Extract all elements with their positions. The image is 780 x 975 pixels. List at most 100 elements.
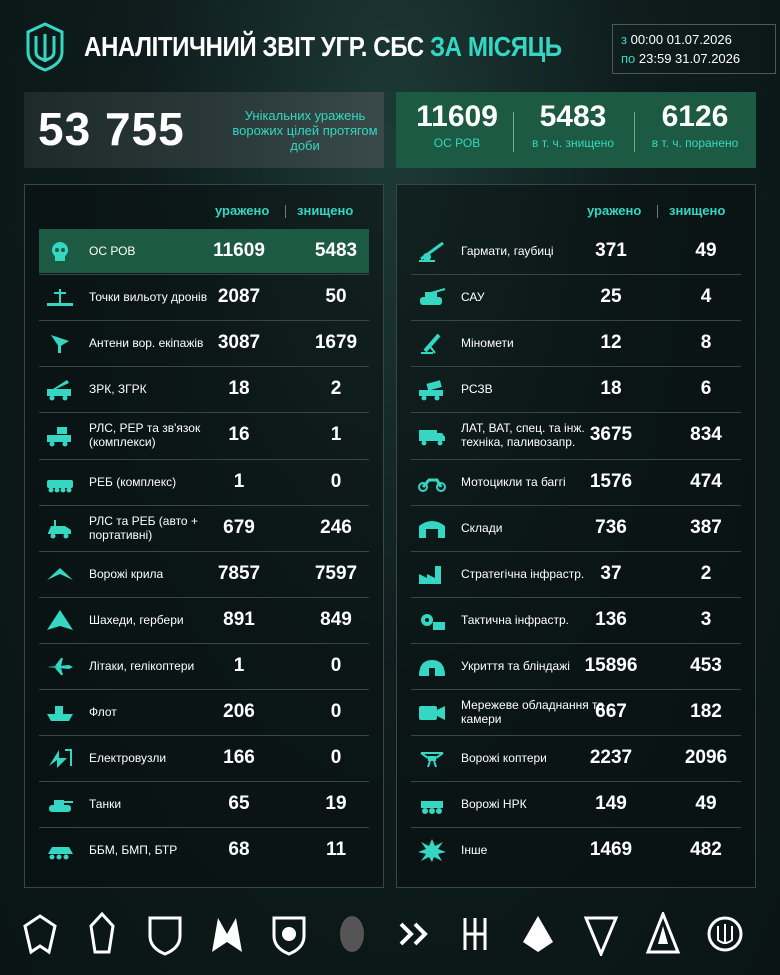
mortar-icon (421, 333, 441, 355)
motorcycle-icon (418, 478, 446, 492)
row-divider (411, 596, 741, 598)
table-row: Стратегічна інфрастр. 37 2 (411, 552, 741, 596)
unit-emblem-3-icon (148, 916, 182, 956)
os-total-cell: 11609 ОС РОВ (404, 100, 510, 150)
hit-value: 18 (600, 378, 622, 400)
title-accent: ЗА МІСЯЦЬ (429, 31, 562, 62)
destroyed-value: 5483 (314, 240, 358, 261)
column-header-divider (285, 205, 286, 218)
table-row: Мотоцикли та баггі 1576 474 (411, 460, 741, 504)
hit-value: 18 (228, 378, 250, 400)
row-divider (39, 735, 369, 737)
row-divider (411, 504, 741, 506)
hit-value: 679 (223, 516, 255, 538)
table-row: Гармати, гаубиці 371 49 (411, 229, 741, 273)
gear-infra-icon (421, 613, 445, 630)
period-from-label: з (621, 32, 627, 47)
destroyed-value: 0 (330, 470, 342, 492)
column-header-hit: уражено (587, 203, 642, 218)
destroyed-value: 11 (325, 839, 347, 861)
destroyed-value: 849 (320, 608, 352, 630)
row-divider (39, 781, 369, 783)
row-label: Шахеди, гербери (89, 612, 184, 627)
apc-icon (48, 847, 73, 860)
row-divider (411, 458, 741, 460)
unit-emblem-5-icon (272, 916, 306, 956)
hit-value: 371 (595, 240, 627, 261)
row-label: РЛС та РЕБ (авто + портативні) (89, 513, 198, 542)
table-row: Ворожі коптери 2237 2096 (411, 736, 741, 780)
row-label: Флот (89, 705, 117, 719)
hit-value: 166 (223, 747, 255, 769)
targets-table-right: уражено знищено Гармати, гаубиці 371 49 САУ… (396, 184, 756, 888)
row-label: Стратегічна інфрастр. (461, 566, 585, 581)
row-label: САУ (461, 290, 485, 305)
destroyed-value: 3 (700, 608, 712, 630)
destroyed-value: 19 (325, 793, 347, 815)
power-node-icon (49, 749, 72, 769)
hit-value: 149 (595, 793, 627, 815)
row-divider (39, 320, 369, 322)
unit-emblem-7-icon (399, 922, 428, 946)
row-label: Мережеве обладнання та камери (461, 698, 605, 726)
row-divider (39, 274, 369, 276)
unit-emblems-footer (0, 904, 780, 964)
quadcopter-icon (420, 752, 444, 768)
jet-icon (47, 657, 73, 675)
row-label: ЛАТ, ВАТ, спец. та інж. техніка, паливоз… (461, 421, 585, 450)
destroyed-value: 49 (695, 793, 717, 815)
row-divider (39, 689, 369, 690)
unit-emblem-11-icon (645, 912, 681, 954)
table-row: Флот 206 0 (39, 690, 369, 734)
table-row: Мережеве обладнання та камери 667 182 (411, 690, 741, 734)
skull-icon (52, 242, 68, 261)
row-label: РЛС, РЕР та зв'язок (комплекси) (89, 421, 201, 450)
ew-car-icon (48, 519, 71, 539)
destroyed-value: 834 (690, 424, 722, 446)
destroyed-value: 2 (330, 378, 342, 400)
hit-value: 206 (223, 701, 255, 722)
destroyed-value: 0 (330, 654, 342, 676)
row-label: Ворожі НРК (461, 797, 527, 812)
unit-emblem-2-icon (89, 912, 115, 954)
row-label: Електровузли (89, 751, 167, 766)
shahed-icon (47, 609, 73, 630)
table-row: РЛС, РЕР та зв'язок (комплекси) 16 1 (39, 413, 369, 457)
total-description: Унікальних уражень ворожих цілей протяго… (232, 108, 378, 153)
hit-value: 1 (233, 470, 245, 492)
targets-table-left: уражено знищено ОС РОВ 11609 5483 Точки вил… (24, 184, 384, 888)
mlrs-icon (419, 380, 443, 401)
table-row: Склади 736 387 (411, 506, 741, 550)
row-divider (411, 274, 741, 276)
hit-value: 667 (595, 701, 627, 722)
row-label: Ворожі крила (89, 566, 164, 581)
howitzer-icon (419, 241, 444, 262)
factory-icon (419, 565, 441, 584)
hit-value: 11609 (213, 240, 265, 261)
hit-value: 3087 (217, 332, 261, 354)
hit-value: 2087 (217, 286, 261, 308)
antenna-icon (51, 335, 69, 354)
row-divider (411, 735, 741, 737)
destroyed-value: 0 (330, 747, 342, 769)
row-divider (39, 458, 369, 460)
row-divider (411, 689, 741, 690)
row-label: РСЗВ (461, 382, 493, 397)
explosion-icon (418, 839, 446, 863)
row-divider (39, 827, 369, 829)
row-label: Антени вор. екіпажів (89, 336, 204, 351)
row-divider (411, 412, 741, 414)
row-label: ЗРК, ЗГРК (89, 382, 147, 397)
hit-value: 25 (600, 286, 622, 308)
table-row: САУ 25 4 (411, 275, 741, 319)
unit-emblem-12-icon (707, 916, 743, 952)
unit-emblem-1-icon (23, 914, 57, 955)
hit-value: 891 (223, 608, 255, 630)
ship-icon (47, 706, 73, 721)
row-divider (411, 827, 741, 829)
row-divider (411, 550, 741, 552)
table-row: Ворожі НРК 149 49 (411, 782, 741, 826)
table-row: ЛАТ, ВАТ, спец. та інж. техніка, паливоз… (411, 413, 741, 457)
hit-value: 1 (233, 654, 245, 676)
row-divider (39, 550, 369, 552)
